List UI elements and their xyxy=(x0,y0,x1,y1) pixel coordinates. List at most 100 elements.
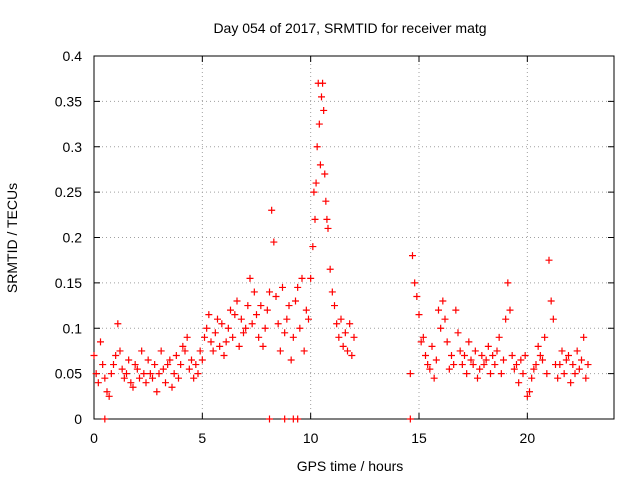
data-point xyxy=(323,215,331,223)
y-axis-tick-labels: 0 0.05 0.1 0.15 0.2 0.25 0.3 0.35 0.4 xyxy=(55,48,82,427)
data-point xyxy=(441,315,449,323)
data-point xyxy=(244,302,252,310)
data-point xyxy=(261,324,269,332)
data-point xyxy=(170,370,178,378)
data-point xyxy=(497,370,505,378)
data-point xyxy=(560,370,568,378)
data-point xyxy=(450,361,458,369)
data-point xyxy=(465,338,473,346)
data-point xyxy=(227,306,234,314)
data-point xyxy=(263,306,271,314)
data-point xyxy=(545,256,553,264)
data-point xyxy=(443,338,451,346)
data-point xyxy=(504,279,512,287)
data-point xyxy=(476,365,484,373)
data-point xyxy=(224,324,232,332)
data-point xyxy=(448,351,455,359)
data-point xyxy=(474,374,481,382)
data-point xyxy=(456,347,464,355)
data-point xyxy=(259,342,267,350)
data-point xyxy=(220,351,228,359)
data-point xyxy=(313,143,321,151)
data-point xyxy=(339,342,347,350)
data-point xyxy=(133,365,141,373)
data-point xyxy=(419,333,427,341)
data-point xyxy=(298,274,306,282)
data-point xyxy=(222,338,230,346)
data-point xyxy=(344,347,351,355)
data-point xyxy=(127,379,135,387)
data-point xyxy=(140,370,148,378)
data-point xyxy=(326,265,334,273)
data-point xyxy=(478,351,486,359)
data-point xyxy=(350,333,358,341)
data-point xyxy=(99,361,107,369)
data-point xyxy=(285,302,293,310)
data-point xyxy=(101,415,109,423)
data-point xyxy=(255,333,263,341)
data-point xyxy=(508,351,516,359)
data-point xyxy=(205,311,213,319)
x-tick-label: 5 xyxy=(198,430,206,446)
grid-lines xyxy=(94,56,614,419)
data-point xyxy=(482,356,490,364)
data-point xyxy=(218,320,226,328)
data-point xyxy=(422,351,429,359)
data-point xyxy=(328,288,336,296)
data-point xyxy=(123,370,130,378)
data-point xyxy=(341,329,349,337)
data-point xyxy=(235,342,243,350)
data-point xyxy=(315,120,323,128)
x-tick-label: 0 xyxy=(90,430,98,446)
data-point xyxy=(536,351,544,359)
data-point xyxy=(333,320,341,328)
data-point xyxy=(289,333,297,341)
data-point xyxy=(489,351,497,359)
data-point xyxy=(406,415,414,423)
data-point xyxy=(203,324,211,332)
data-point xyxy=(445,365,453,373)
data-point xyxy=(175,374,182,382)
data-point xyxy=(194,370,202,378)
data-points xyxy=(90,79,592,423)
data-point xyxy=(266,415,273,423)
data-point xyxy=(458,361,466,369)
data-point xyxy=(318,93,325,101)
data-point xyxy=(90,351,98,359)
data-point xyxy=(565,351,572,359)
data-point xyxy=(136,374,143,382)
data-point xyxy=(415,311,423,319)
data-point xyxy=(179,342,187,350)
data-point xyxy=(272,292,280,300)
data-point xyxy=(97,338,104,346)
data-point xyxy=(142,379,150,387)
x-axis-label: GPS time / hours xyxy=(297,458,404,474)
data-point xyxy=(242,324,250,332)
data-point xyxy=(539,356,546,364)
data-point xyxy=(270,238,278,246)
data-point xyxy=(530,365,538,373)
x-tick-label: 10 xyxy=(303,430,319,446)
data-point xyxy=(211,329,219,337)
data-point xyxy=(439,297,447,305)
data-point xyxy=(573,347,581,355)
data-point xyxy=(274,320,282,328)
data-point xyxy=(510,365,518,373)
y-tick-label: 0.25 xyxy=(55,184,82,200)
data-point xyxy=(409,252,416,260)
data-point xyxy=(250,288,258,296)
data-point xyxy=(231,311,239,319)
data-point xyxy=(517,356,525,364)
data-point xyxy=(417,338,425,346)
data-point xyxy=(146,370,154,378)
data-point xyxy=(322,197,330,205)
data-point xyxy=(229,333,237,341)
data-point xyxy=(107,370,115,378)
data-point xyxy=(92,370,100,378)
data-point xyxy=(300,347,308,355)
data-point xyxy=(114,320,122,328)
data-point xyxy=(320,106,328,114)
data-point xyxy=(294,283,302,291)
data-point xyxy=(316,161,324,169)
data-point xyxy=(287,356,295,364)
